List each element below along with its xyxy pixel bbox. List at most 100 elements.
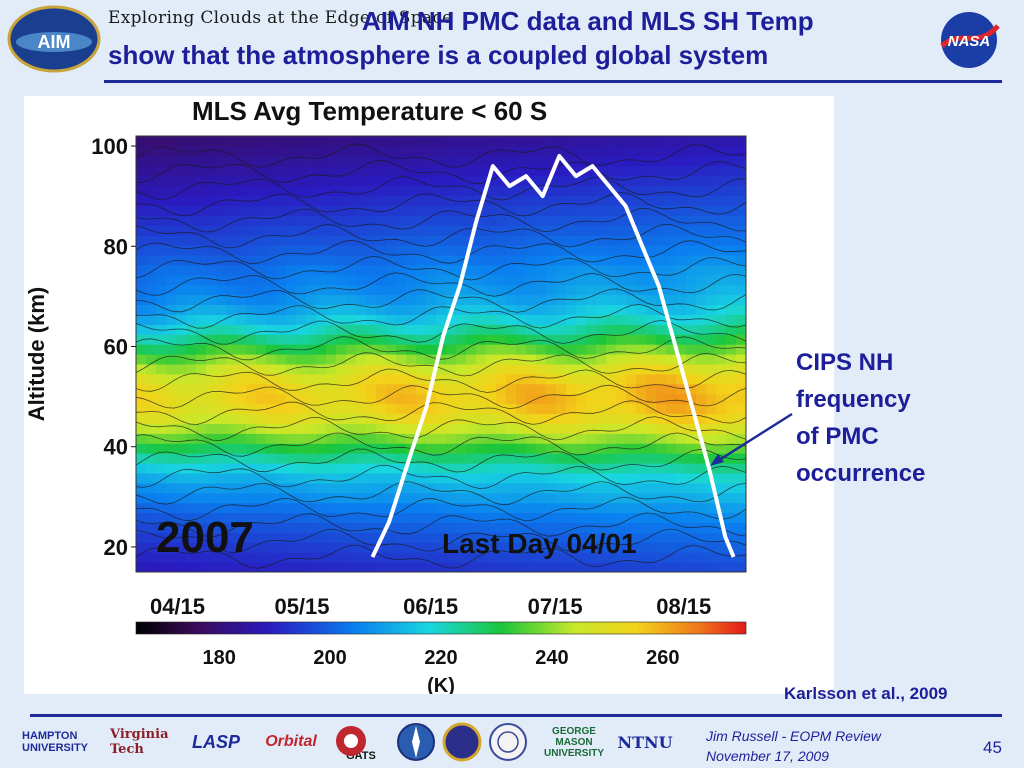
heat-cell [596,532,607,543]
heat-cell [696,245,707,256]
heat-cell [306,502,317,514]
contour-line [136,432,746,457]
heat-cell [486,423,497,434]
heat-cell [576,502,587,514]
heat-cell [136,165,147,177]
heat-cell [546,423,557,434]
heat-cell [196,413,207,424]
heat-cell [276,185,287,196]
heat-cell [696,423,707,434]
heat-cell [496,274,507,286]
heat-cell [326,185,337,196]
heat-cell [296,463,307,474]
heat-cell [656,245,667,256]
heat-cell [156,284,167,296]
heat-cell [536,492,547,504]
heat-cell [286,354,297,365]
heat-cell [716,254,727,266]
heat-cell [416,264,427,276]
heat-cell [476,502,487,514]
heat-cell [476,532,487,543]
heat-cell [646,185,657,196]
heat-cell [196,314,207,325]
heat-cell [346,155,357,167]
heat-cell [606,482,617,494]
heat-cell [416,344,427,355]
heat-cell [436,155,447,167]
heat-cell [516,423,527,434]
heat-cell [446,482,457,494]
heat-cell [716,136,727,147]
heat-cell [546,502,557,514]
heat-cell [396,254,407,266]
heat-cell [256,532,267,543]
heat-cell [486,373,497,385]
heat-cell [366,304,377,315]
heat-cell [406,205,417,216]
heat-cell [596,443,607,454]
heat-cell [406,145,417,157]
heat-cell [356,522,367,533]
heat-cell [206,274,217,286]
heat-cell [436,294,447,305]
heat-cell [536,363,547,375]
heat-cell [236,225,247,236]
heat-cell [626,254,637,266]
heat-cell [256,225,267,236]
heat-cell [366,274,377,286]
heat-cell [446,512,457,523]
heat-cell [346,165,357,177]
heat-cell [206,195,217,206]
heat-cell [216,205,227,216]
heat-cell [556,453,567,464]
heat-cell [386,324,397,335]
heat-cell [216,413,227,424]
heat-cell [476,472,487,484]
heat-cell [196,393,207,405]
heat-cell [546,552,557,563]
heat-cell [686,552,697,563]
year-label: 2007 [156,513,254,562]
heat-cell [136,542,147,553]
heat-cell [726,492,737,504]
heat-cell [516,403,527,414]
heat-cell [666,205,677,216]
heat-cell [536,482,547,494]
annotation-arrow [710,412,793,466]
heat-cell [366,383,377,395]
heat-cell [316,145,327,157]
heat-cell [586,175,597,187]
heat-cell [596,334,607,345]
heat-cell [296,264,307,276]
heat-cell [676,324,687,335]
heat-cell [686,294,697,305]
heat-cell [546,463,557,474]
heat-cell [666,433,677,444]
heat-cell [336,294,347,305]
heat-cell [646,215,657,226]
heat-cell [696,284,707,296]
heat-cell [526,443,537,454]
heat-cell [236,522,247,533]
heat-cell [146,175,157,187]
heat-cell [576,136,587,147]
heat-cell [676,423,687,434]
heat-cell [386,482,397,494]
heat-cell [416,235,427,246]
heat-cell [496,552,507,563]
heat-cell [486,314,497,325]
heat-cell [566,274,577,286]
compass-seal-icon [397,723,435,761]
heat-cell [636,423,647,434]
heat-cell [266,245,277,256]
heat-cell [626,453,637,464]
heat-cell [276,334,287,345]
heat-cell [406,235,417,246]
heat-cell [256,383,267,395]
heat-cell [656,264,667,276]
heat-cell [726,145,737,157]
heat-cell [376,562,387,572]
heat-cell [226,403,237,414]
heat-cell [486,472,497,484]
heat-cell [246,334,257,345]
